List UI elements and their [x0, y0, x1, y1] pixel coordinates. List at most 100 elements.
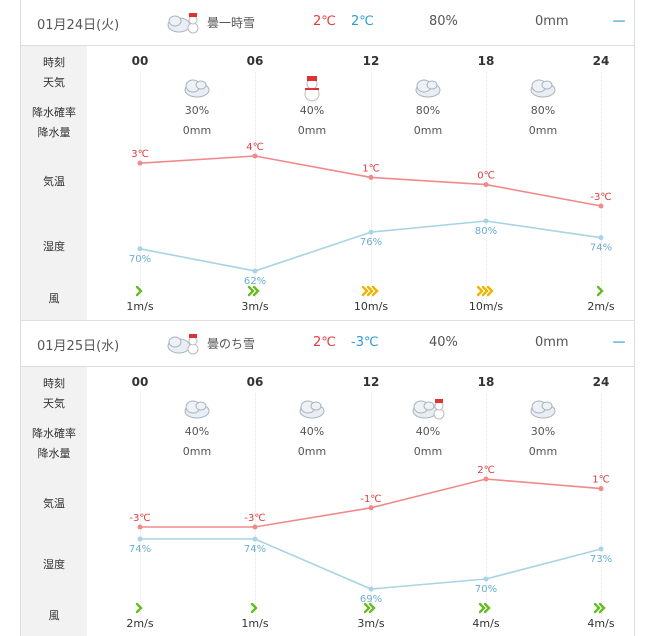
- wind-arrow-icon: [135, 599, 146, 618]
- wind-speed: 3m/s: [241, 300, 269, 313]
- column-divider: [486, 72, 487, 307]
- precip-amount-cell: 0mm: [297, 445, 327, 458]
- precip-probability-cell: 80%: [530, 104, 556, 117]
- column-divider: [486, 393, 487, 622]
- temp-humidity-chart: 3℃ 4℃ 1℃ 0℃ -3℃ 70% 62% 76% 80% 74%: [129, 142, 612, 287]
- day-block-2: 01月25日(水) 曇のち雪 2℃ -3℃ 40% 0mm － 時刻 天気 降水確率…: [20, 320, 635, 636]
- wind-speed: 2m/s: [587, 300, 615, 313]
- humidity-label: 74%: [129, 544, 151, 555]
- precip-probability-cell: 80%: [415, 104, 441, 117]
- precip-probability-cell: 40%: [184, 425, 210, 438]
- humidity-point: [598, 235, 604, 241]
- temperature-point: [252, 153, 258, 159]
- humidity-label: 62%: [244, 276, 266, 287]
- hour-label: 18: [477, 54, 495, 68]
- column-divider: [371, 72, 372, 307]
- humidity-label: 74%: [590, 243, 612, 254]
- column-divider: [255, 393, 256, 622]
- row-label-weather: 天気: [43, 397, 65, 410]
- precip-amount-cell: 0mm: [182, 445, 212, 458]
- cloud-icon: [403, 74, 453, 102]
- row-label-humidity: 湿度: [43, 558, 65, 571]
- cloud-icon: [287, 395, 337, 423]
- temperature-point: [598, 486, 604, 492]
- wind-speed: 2m/s: [126, 617, 154, 630]
- column-divider: [140, 393, 141, 622]
- cloud-icon: [518, 74, 568, 102]
- hour-label: 12: [362, 54, 380, 68]
- hour-label: 00: [131, 375, 149, 389]
- temperature-label: 2℃: [477, 465, 495, 476]
- wind-speed: 10m/s: [468, 300, 504, 313]
- hour-label: 12: [362, 375, 380, 389]
- wind-arrow-icon: [135, 282, 146, 301]
- humidity-label: 76%: [360, 237, 382, 248]
- precip-amount-cell: 0mm: [297, 124, 327, 137]
- temperature-label: 4℃: [246, 142, 264, 153]
- humidity-label: 80%: [475, 226, 497, 237]
- wind-arrow-icon: [478, 599, 494, 618]
- wind-arrow-icon: [596, 282, 607, 301]
- temperature-point: [483, 182, 489, 188]
- wind-arrow-icon: [363, 599, 379, 618]
- precip-probability-cell: 30%: [184, 104, 210, 117]
- wind-speed: 10m/s: [353, 300, 389, 313]
- hour-label: 00: [131, 54, 149, 68]
- humidity-point: [483, 218, 489, 224]
- precip-amount: 0mm: [535, 14, 569, 29]
- column-divider: [601, 393, 602, 622]
- row-label-temp: 気温: [43, 497, 65, 510]
- precip-probability-cell: 30%: [530, 425, 556, 438]
- row-label-pop: 降水確率: [32, 427, 76, 440]
- wind-arrow-icon: [250, 599, 261, 618]
- temperature-label: -3℃: [244, 513, 265, 524]
- wind-speed: 3m/s: [357, 617, 385, 630]
- temperature-label: 3℃: [131, 149, 149, 160]
- row-label-temp: 気温: [43, 175, 65, 188]
- weather-text: 曇一時雪: [207, 16, 256, 30]
- cloud-snowman-icon: [165, 329, 201, 357]
- humidity-point: [368, 229, 374, 235]
- hour-label: 06: [246, 375, 264, 389]
- row-label-weather: 天気: [43, 76, 65, 89]
- low-temp: -3℃: [351, 335, 379, 350]
- column-divider: [140, 72, 141, 307]
- temperature-label: -3℃: [590, 192, 611, 203]
- wind-speed: 1m/s: [241, 617, 269, 630]
- day-date: 01月24日(火): [37, 18, 120, 33]
- cloud-icon: [172, 74, 222, 102]
- wind-arrow-icon: [361, 282, 382, 301]
- snowman-icon: [287, 74, 337, 102]
- cloud-icon: [518, 395, 568, 423]
- hourly-detail: 時刻 天気 降水確率 降水量 気温 湿度風 00 06 12 18 24 40% 40% 40% 30% 0m…: [21, 367, 634, 636]
- precip-probability-cell: 40%: [415, 425, 441, 438]
- precip-probability: 80%: [429, 14, 458, 29]
- temperature-point: [368, 505, 374, 511]
- temperature-point: [598, 203, 604, 209]
- hourly-detail: 時刻 天気 降水確率 降水量 気温 湿度風 00 06 12 18 24 30% 40% 80% 80% 0m…: [21, 46, 634, 321]
- row-label-wind: 風: [48, 609, 60, 622]
- cloud-snowman-icon: [165, 8, 201, 36]
- wind-arrow-icon: [247, 282, 263, 301]
- collapse-toggle-button[interactable]: －: [611, 333, 628, 352]
- temperature-label: 1℃: [592, 475, 610, 486]
- humidity-point: [137, 536, 143, 542]
- wind-speed: 4m/s: [587, 617, 615, 630]
- low-temp: 2℃: [351, 14, 374, 29]
- humidity-point: [598, 546, 604, 552]
- high-temp: 2℃: [313, 14, 336, 29]
- wind-speed: 1m/s: [126, 300, 154, 313]
- humidity-label: 74%: [244, 544, 266, 555]
- day-summary: 01月25日(水) 曇のち雪 2℃ -3℃ 40% 0mm －: [21, 320, 634, 367]
- precip-amount-cell: 0mm: [413, 445, 443, 458]
- collapse-toggle-button[interactable]: －: [611, 12, 628, 31]
- high-temp: 2℃: [313, 335, 336, 350]
- precip-probability: 40%: [429, 335, 458, 350]
- precip-amount-cell: 0mm: [182, 124, 212, 137]
- humidity-label: 70%: [129, 254, 151, 265]
- temperature-label: 0℃: [477, 171, 495, 182]
- row-label-time: 時刻: [43, 56, 65, 69]
- row-labels: 時刻 天気 降水確率 降水量 気温 湿度風: [21, 367, 87, 636]
- humidity-label: 69%: [360, 594, 382, 605]
- humidity-point: [483, 576, 489, 582]
